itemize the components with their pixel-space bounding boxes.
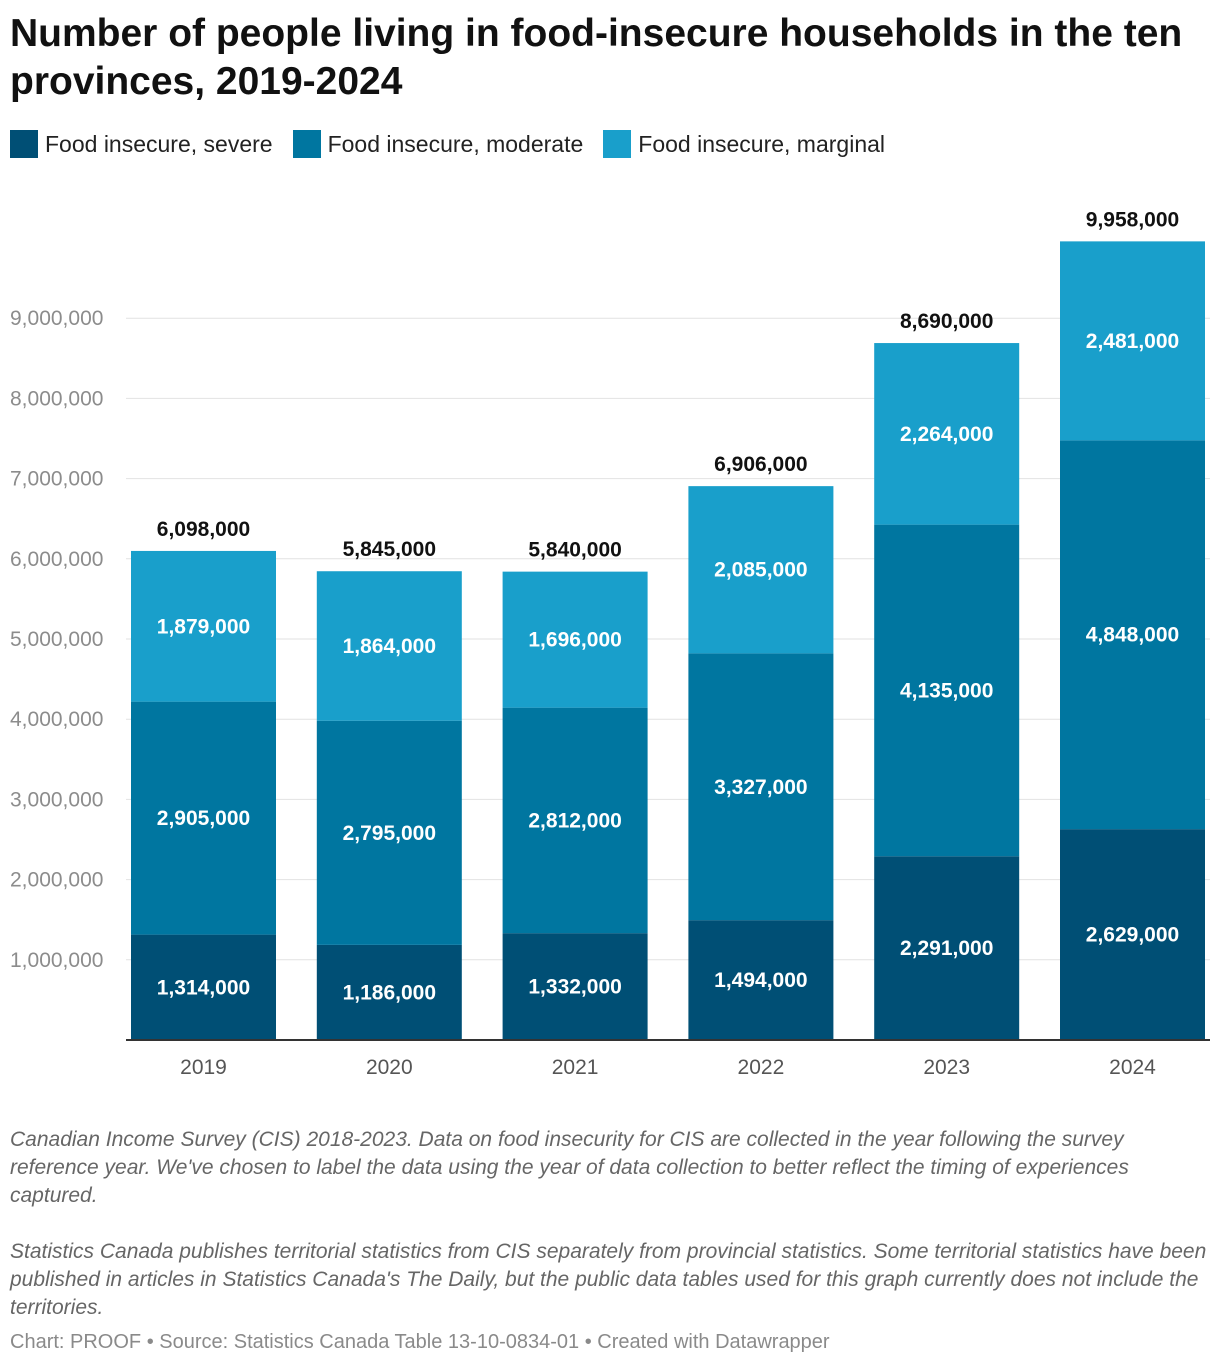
chart-legend: Food insecure, severe Food insecure, mod… — [10, 130, 905, 158]
bar-total-label: 8,690,000 — [900, 310, 993, 333]
note-territories: Statistics Canada publishes territorial … — [10, 1240, 1207, 1319]
bar-segment-label: 2,905,000 — [157, 807, 250, 830]
bar-segment-label: 1,879,000 — [157, 615, 250, 638]
bar-segment — [131, 934, 276, 1040]
y-tick-label: 7,000,000 — [10, 468, 103, 491]
legend-item-marginal: Food insecure, marginal — [603, 130, 885, 158]
bar-segment-label: 2,812,000 — [528, 809, 621, 832]
bar-segment-label: 1,186,000 — [343, 981, 436, 1004]
bar-segment-label: 4,848,000 — [1086, 624, 1179, 647]
legend-swatch-severe — [10, 130, 38, 158]
legend-item-moderate: Food insecure, moderate — [292, 130, 584, 158]
bar-segment — [1060, 829, 1205, 1040]
bar-segment-label: 2,481,000 — [1086, 330, 1179, 353]
bar-segment — [688, 486, 834, 654]
y-tick-label: 5,000,000 — [10, 628, 103, 651]
bar-segment-label: 3,327,000 — [714, 776, 807, 799]
bar-segment-label: 1,494,000 — [714, 969, 807, 992]
bar-segment-label: 2,629,000 — [1086, 924, 1179, 947]
y-tick-label: 1,000,000 — [10, 949, 103, 972]
bar-segment-label: 2,291,000 — [900, 937, 993, 960]
bar-segment — [502, 707, 648, 934]
bar-segment — [874, 856, 1020, 1040]
note-survey: Canadian Income Survey (CIS) 2018-2023. … — [10, 1128, 1129, 1207]
bar-total-label: 6,098,000 — [157, 518, 250, 541]
bar-total-label: 5,845,000 — [343, 538, 436, 561]
x-tick-label: 2021 — [552, 1056, 599, 1079]
bar-segment-label: 1,314,000 — [157, 976, 250, 999]
x-tick-label: 2019 — [180, 1056, 227, 1079]
y-tick-label: 9,000,000 — [10, 307, 103, 330]
bar-total-label: 5,840,000 — [528, 539, 621, 562]
bar-segment-label: 1,864,000 — [343, 635, 436, 658]
bar-total-label: 6,906,000 — [714, 453, 807, 476]
bar-segment-label: 2,795,000 — [343, 822, 436, 845]
y-tick-label: 3,000,000 — [10, 788, 103, 811]
bar-segment — [1060, 241, 1205, 441]
bar-segment — [1060, 440, 1205, 830]
legend-label-moderate: Food insecure, moderate — [327, 130, 584, 157]
chart-footer: Chart: PROOF • Source: Statistics Canada… — [10, 1331, 830, 1353]
bar-segment — [874, 343, 1020, 525]
bar-segment — [502, 571, 648, 708]
stacked-bar-chart: 1,000,000 2,000,000 3,000,000 4,000,000 5,00… — [10, 208, 1210, 1079]
legend-swatch-moderate — [292, 130, 321, 158]
legend-item-severe: Food insecure, severe — [10, 130, 273, 158]
y-tick-label: 2,000,000 — [10, 869, 103, 892]
chart-title: Number of people living in food-insecure… — [10, 12, 1183, 103]
bar-segment — [131, 550, 276, 702]
bar-segment — [316, 944, 462, 1040]
bar-segment-label: 2,264,000 — [900, 423, 993, 446]
legend-swatch-marginal — [603, 130, 632, 158]
bar-segment — [131, 701, 276, 935]
bar-segment — [688, 920, 834, 1040]
x-tick-label: 2023 — [923, 1056, 970, 1079]
legend-label-marginal: Food insecure, marginal — [638, 130, 886, 157]
bar-segment-label: 2,085,000 — [714, 559, 807, 582]
legend-label-severe: Food insecure, severe — [45, 130, 273, 157]
x-tick-label: 2024 — [1109, 1056, 1156, 1079]
bar-segment-label: 1,696,000 — [528, 629, 621, 652]
bar-segment — [874, 524, 1020, 857]
chart-notes: Canadian Income Survey (CIS) 2018-2023. … — [10, 1126, 1210, 1350]
y-tick-label: 8,000,000 — [10, 387, 103, 410]
x-tick-label: 2022 — [738, 1056, 785, 1079]
bar-segment-label: 1,332,000 — [528, 976, 621, 999]
bar-total-label: 9,958,000 — [1086, 208, 1179, 231]
bar-segment — [316, 720, 462, 945]
y-tick-label: 4,000,000 — [10, 708, 103, 731]
bar-segment — [688, 653, 834, 921]
y-tick-label: 6,000,000 — [10, 548, 103, 571]
x-tick-label: 2020 — [366, 1056, 413, 1079]
bar-segment-label: 4,135,000 — [900, 679, 993, 702]
bar-segment — [316, 571, 462, 721]
bar-segment — [502, 933, 648, 1040]
